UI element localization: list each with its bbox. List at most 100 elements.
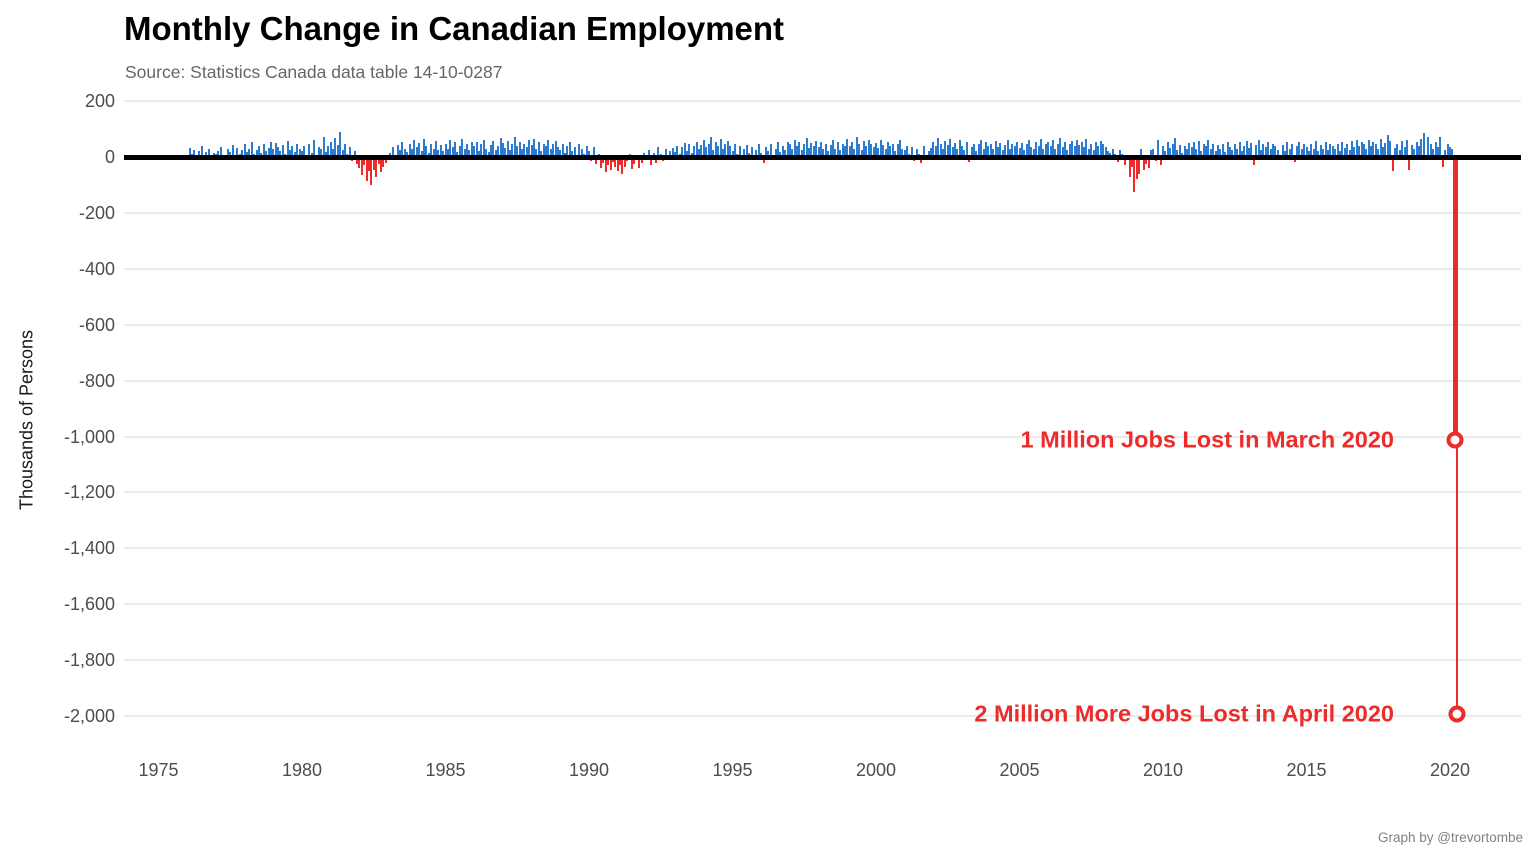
bar bbox=[1245, 140, 1248, 157]
bar bbox=[920, 157, 923, 164]
bar bbox=[1173, 137, 1176, 157]
bar bbox=[358, 157, 361, 169]
bar bbox=[444, 144, 447, 157]
bar bbox=[1315, 140, 1318, 157]
bar bbox=[1071, 140, 1074, 157]
bar bbox=[561, 143, 564, 157]
bar bbox=[1066, 150, 1069, 157]
bar bbox=[860, 150, 863, 157]
annotation-label: 1 Million Jobs Lost in March 2020 bbox=[1020, 426, 1394, 453]
bar bbox=[432, 148, 435, 157]
bar bbox=[411, 149, 414, 157]
bar bbox=[1008, 149, 1011, 157]
bar bbox=[274, 143, 277, 157]
bar bbox=[1389, 140, 1392, 157]
bar bbox=[324, 151, 327, 157]
bar bbox=[941, 148, 944, 157]
bar bbox=[1240, 150, 1243, 157]
bar bbox=[1324, 141, 1327, 157]
bar bbox=[834, 148, 837, 157]
bar bbox=[647, 150, 650, 157]
bar bbox=[733, 144, 736, 157]
bar bbox=[1140, 148, 1143, 157]
bar bbox=[1054, 148, 1057, 157]
bar bbox=[250, 142, 253, 157]
bar bbox=[731, 150, 734, 157]
marker-circle bbox=[1448, 705, 1466, 723]
bar bbox=[1379, 138, 1382, 157]
bar bbox=[1044, 143, 1047, 157]
bar bbox=[511, 144, 514, 157]
bar bbox=[970, 147, 973, 157]
bar bbox=[879, 140, 882, 157]
credit: Graph by @trevortombe bbox=[1377, 830, 1523, 845]
bar bbox=[695, 141, 698, 157]
bar bbox=[705, 147, 708, 157]
bar bbox=[296, 143, 299, 157]
bar bbox=[1355, 139, 1358, 157]
bar bbox=[363, 157, 366, 166]
bar bbox=[1322, 148, 1325, 157]
bar bbox=[1032, 149, 1035, 157]
bar bbox=[676, 145, 679, 157]
bar bbox=[1099, 140, 1102, 157]
bar bbox=[1142, 157, 1145, 170]
bar bbox=[334, 137, 337, 157]
bar bbox=[1185, 149, 1188, 157]
bar bbox=[1080, 141, 1083, 157]
bar bbox=[683, 143, 686, 157]
bar bbox=[1372, 141, 1375, 157]
bar bbox=[1427, 137, 1430, 157]
bar bbox=[1040, 138, 1043, 157]
bar bbox=[875, 143, 877, 157]
bar bbox=[425, 145, 428, 157]
bar bbox=[1073, 145, 1076, 157]
bar bbox=[281, 144, 284, 157]
bar bbox=[1226, 141, 1229, 157]
bar bbox=[320, 149, 323, 157]
y-tick-label: -1,400 bbox=[63, 538, 115, 559]
bar bbox=[267, 147, 270, 157]
bar bbox=[1159, 157, 1162, 165]
bar bbox=[1083, 147, 1086, 157]
bar bbox=[1133, 157, 1136, 192]
bar bbox=[217, 150, 220, 157]
bar bbox=[552, 144, 555, 157]
bar bbox=[1212, 143, 1215, 157]
bar bbox=[1281, 145, 1284, 157]
bar bbox=[1293, 157, 1296, 163]
bar bbox=[1190, 147, 1193, 157]
bar bbox=[707, 143, 710, 157]
bar bbox=[1370, 146, 1373, 157]
bar bbox=[764, 147, 767, 157]
bar bbox=[1446, 143, 1449, 157]
bar bbox=[681, 147, 684, 157]
bar bbox=[609, 157, 612, 170]
bar bbox=[604, 157, 607, 173]
bar bbox=[327, 145, 330, 157]
bar bbox=[537, 141, 540, 157]
bar bbox=[1006, 139, 1009, 157]
bar bbox=[1063, 142, 1066, 157]
bar bbox=[442, 151, 445, 157]
y-tick-label: -200 bbox=[78, 202, 115, 223]
bar bbox=[193, 150, 196, 157]
bar bbox=[248, 148, 251, 157]
bar bbox=[1317, 151, 1320, 157]
bar bbox=[621, 157, 624, 175]
bar bbox=[549, 149, 552, 157]
bar bbox=[231, 145, 234, 157]
bar bbox=[1307, 150, 1310, 157]
bar bbox=[1264, 147, 1267, 157]
bar bbox=[1250, 143, 1253, 157]
bar bbox=[1252, 157, 1255, 165]
bar bbox=[839, 150, 842, 157]
bar bbox=[365, 157, 368, 181]
bar bbox=[1205, 146, 1208, 157]
y-tick-label: 0 bbox=[104, 147, 115, 167]
bar bbox=[994, 140, 997, 157]
bar bbox=[774, 148, 777, 157]
bar bbox=[243, 144, 246, 157]
bar bbox=[301, 150, 303, 157]
bar bbox=[865, 146, 868, 157]
